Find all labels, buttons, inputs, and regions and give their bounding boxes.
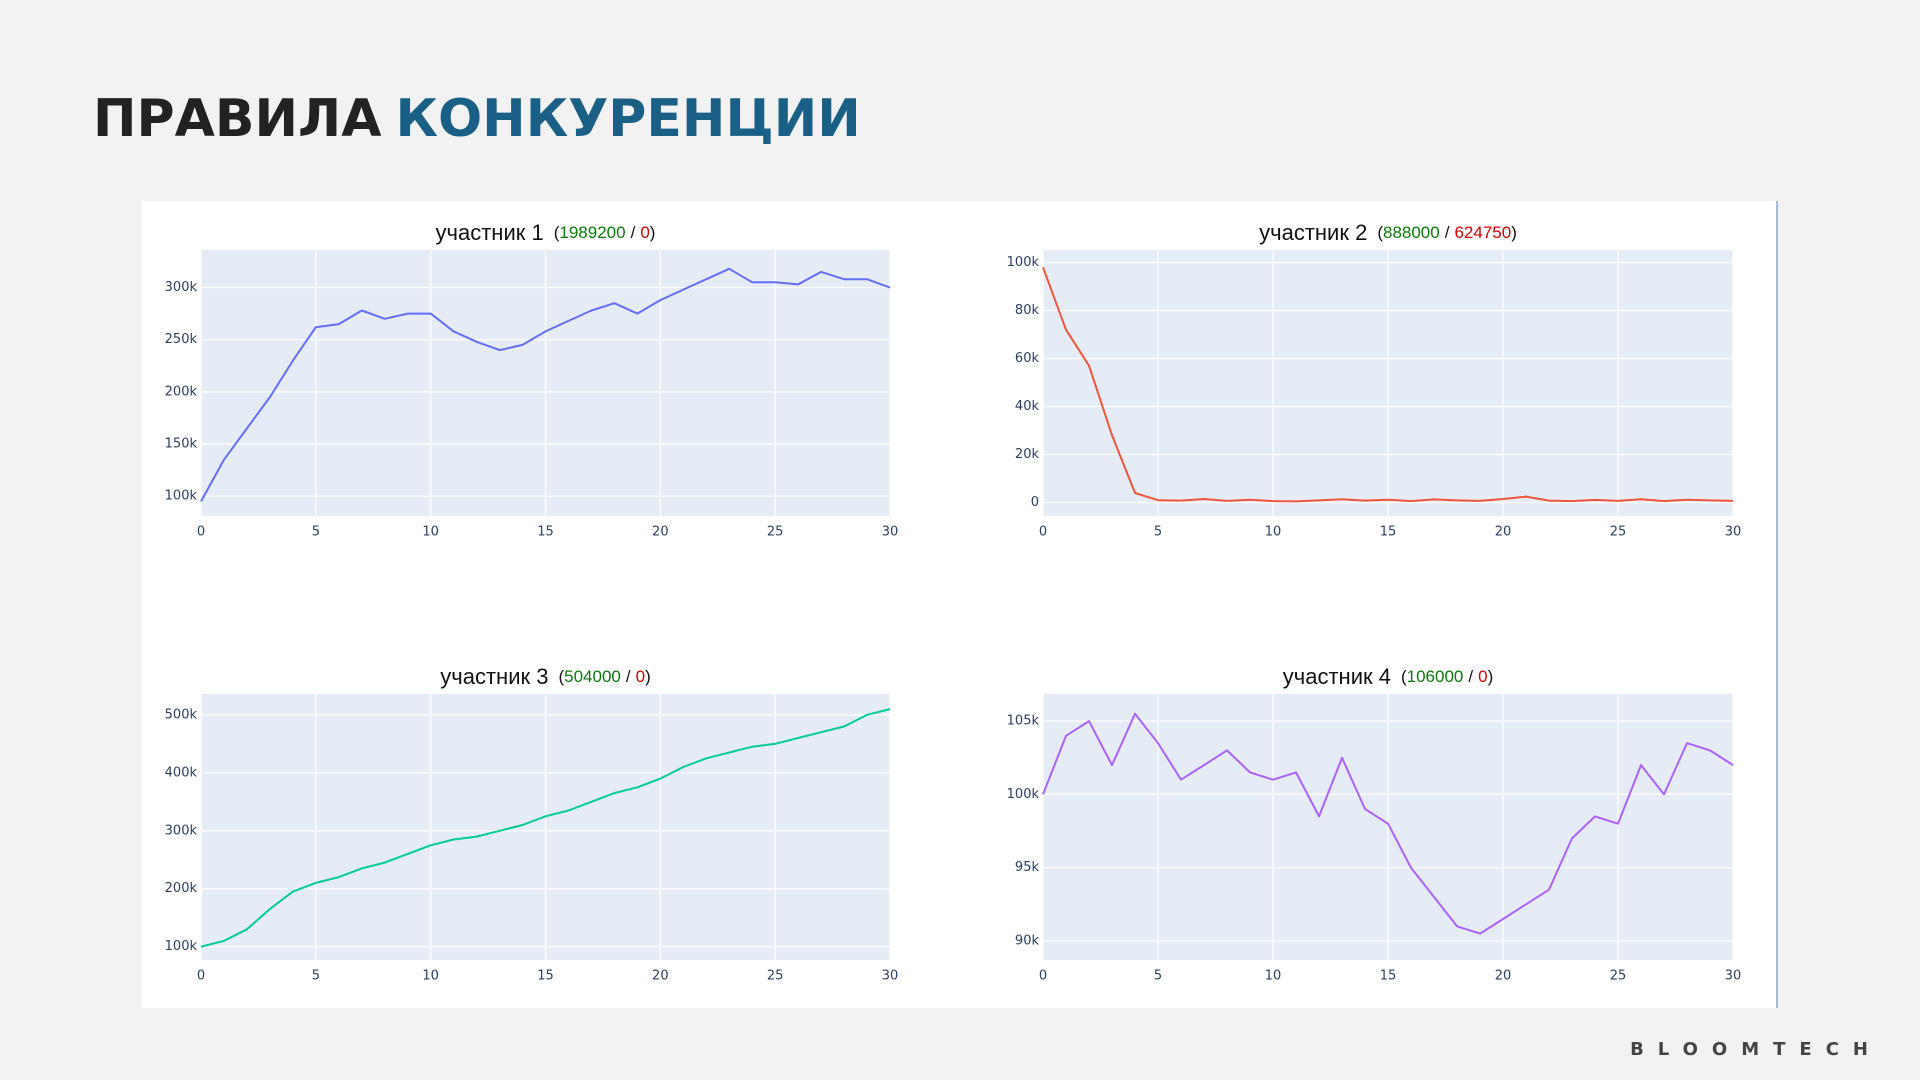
y-tick-label: 95k (1015, 860, 1040, 875)
loss: 0 (640, 223, 649, 242)
gain: 106000 (1407, 667, 1464, 686)
y-tick-label: 20k (1015, 447, 1040, 462)
loss: 624750 (1454, 223, 1511, 242)
gain: 888000 (1383, 223, 1440, 242)
gain: 1989200 (559, 223, 625, 242)
separator: / (1468, 667, 1473, 686)
x-tick-label: 10 (1265, 969, 1282, 984)
x-tick-label: 30 (1725, 969, 1742, 984)
bracket: ) (650, 223, 656, 242)
series-line (1042, 266, 1734, 503)
separator: / (626, 667, 631, 686)
chart-title: участник 2 (888000 /624750) (1259, 220, 1517, 245)
chart-title: участник 3 (504000 / 0) (440, 664, 650, 689)
y-tick-label: 100k (165, 489, 198, 504)
x-tick-label: 10 (1265, 525, 1282, 540)
x-tick-label: 25 (767, 969, 784, 984)
y-tick-label: 100k (165, 939, 198, 954)
title-dark: ПРАВИЛА (93, 89, 381, 149)
x-tick-label: 0 (197, 525, 205, 540)
series-line (1042, 712, 1734, 935)
separator: / (631, 223, 636, 242)
bracket: ( (1401, 667, 1407, 686)
x-tick-label: 15 (1380, 525, 1397, 540)
logo: BLOOMTECH (1630, 1039, 1882, 1060)
x-tick-label: 15 (1380, 969, 1397, 984)
loss: 0 (1478, 667, 1487, 686)
x-tick-label: 30 (882, 525, 899, 540)
chart-title-name: участник 4 (1283, 664, 1391, 689)
x-tick-label: 0 (197, 969, 205, 984)
y-tick-label: 40k (1015, 399, 1040, 414)
x-tick-label: 10 (422, 525, 439, 540)
x-tick-label: 0 (1039, 525, 1047, 540)
x-tick-label: 20 (652, 525, 669, 540)
y-tick-label: 100k (1007, 787, 1040, 802)
bracket: ( (554, 223, 560, 242)
x-tick-label: 20 (652, 969, 669, 984)
x-tick-label: 10 (422, 969, 439, 984)
y-tick-label: 300k (165, 280, 198, 295)
x-tick-label: 5 (312, 969, 320, 984)
bracket: ) (1511, 223, 1517, 242)
x-tick-label: 5 (1154, 525, 1162, 540)
y-tick-label: 100k (1007, 255, 1040, 270)
chart-title: участник 4 (106000/ 0) (1283, 664, 1493, 689)
y-tick-label: 250k (165, 332, 198, 347)
bracket: ( (1377, 223, 1383, 242)
y-tick-label: 105k (1007, 714, 1040, 729)
chart-title-name: участник 2 (1259, 220, 1367, 245)
x-tick-label: 15 (537, 525, 554, 540)
series-line (200, 267, 891, 502)
y-tick-label: 200k (165, 881, 198, 896)
loss: 0 (636, 667, 645, 686)
chart-title-name: участник 3 (440, 664, 548, 689)
x-tick-label: 15 (537, 969, 554, 984)
gain: 504000 (564, 667, 621, 686)
x-tick-label: 25 (1610, 525, 1627, 540)
bracket: ) (645, 667, 651, 686)
bracket: ( (558, 667, 564, 686)
x-tick-label: 5 (1154, 969, 1162, 984)
y-tick-label: 90k (1015, 933, 1040, 948)
y-tick-label: 500k (165, 707, 198, 722)
x-tick-label: 20 (1495, 525, 1512, 540)
chart-title-name: участник 1 (436, 220, 544, 245)
separator: / (1445, 223, 1450, 242)
chart-title: участник 1 (1989200 /0) (436, 220, 656, 245)
title-accent: КОНКУРЕНЦИИ (395, 89, 860, 149)
slide-title: ПРАВИЛА КОНКУРЕНЦИИ (93, 89, 861, 149)
x-tick-label: 5 (312, 525, 320, 540)
series-line (200, 708, 891, 948)
x-tick-label: 25 (767, 525, 784, 540)
y-tick-label: 0 (1031, 495, 1039, 510)
y-tick-label: 200k (165, 384, 198, 399)
y-tick-label: 150k (165, 437, 198, 452)
y-tick-label: 60k (1015, 351, 1040, 366)
x-tick-label: 25 (1610, 969, 1627, 984)
x-tick-label: 30 (882, 969, 899, 984)
x-tick-label: 20 (1495, 969, 1512, 984)
x-tick-label: 30 (1725, 525, 1742, 540)
y-tick-label: 80k (1015, 303, 1040, 318)
y-tick-label: 400k (165, 765, 198, 780)
x-tick-label: 0 (1039, 969, 1047, 984)
y-tick-label: 300k (165, 823, 198, 838)
bracket: ) (1488, 667, 1494, 686)
